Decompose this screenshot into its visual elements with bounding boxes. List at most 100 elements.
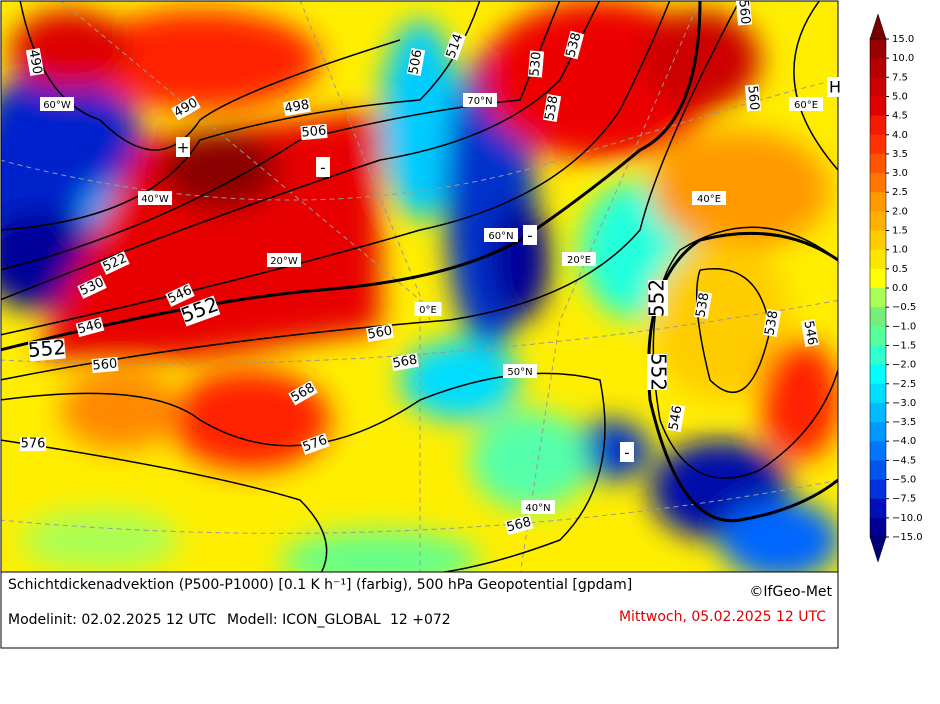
contour-label-bg bbox=[800, 318, 820, 348]
colorbar-segment bbox=[870, 364, 886, 385]
colorbar-segment bbox=[870, 288, 886, 308]
grid-label-bg bbox=[562, 252, 596, 266]
grid-label: 50°N bbox=[507, 367, 532, 378]
colorbar-label: 5.0 bbox=[892, 91, 908, 102]
contour-label: 552 bbox=[645, 279, 669, 317]
colorbar-segment bbox=[870, 422, 886, 442]
color-field bbox=[1, 1, 838, 572]
valid-time: Mittwoch, 05.02.2025 12 UTC bbox=[619, 609, 826, 625]
colorbar-label: 1.0 bbox=[892, 245, 908, 256]
advection-marker: + bbox=[177, 139, 190, 157]
grid-label: 60°W bbox=[43, 100, 71, 111]
colorbar-segment bbox=[870, 268, 886, 289]
contour-label: 546 bbox=[800, 319, 819, 346]
colorbar-label: −7.5 bbox=[892, 494, 916, 505]
colorbar-label: 1.5 bbox=[892, 226, 908, 237]
grid-label-bg bbox=[521, 500, 555, 514]
colorbar-segment bbox=[870, 249, 886, 270]
grid-label: 60°E bbox=[794, 100, 818, 111]
contour-label: 546 bbox=[666, 404, 685, 431]
grid-label-bg bbox=[414, 302, 442, 316]
contour-label-bg bbox=[542, 93, 562, 123]
grid-label: 0°E bbox=[419, 305, 437, 316]
contour-label: 552 bbox=[27, 335, 67, 362]
colorbar-label: −4.0 bbox=[892, 436, 916, 447]
copyright: ©IfGeo-Met bbox=[749, 584, 832, 600]
contour-label-bg bbox=[20, 437, 46, 451]
contour-label-bg bbox=[100, 251, 130, 275]
contour-label-bg bbox=[647, 354, 667, 390]
colorbar-label: −10.0 bbox=[892, 513, 923, 524]
colorbar-segment bbox=[870, 96, 886, 117]
colorbar-segment bbox=[870, 441, 886, 461]
contour-label: 560 bbox=[92, 356, 118, 373]
colorbar-segment bbox=[870, 345, 886, 366]
footer-box bbox=[0, 571, 839, 649]
model-init: Modelinit: 02.02.2025 12 UTC bbox=[8, 612, 216, 628]
contour-label: 538 bbox=[693, 291, 712, 318]
colorbar-label: −0.5 bbox=[892, 302, 916, 313]
grid-label-bg bbox=[484, 228, 518, 242]
colorbar-segment bbox=[870, 58, 886, 78]
grid-label-bg bbox=[692, 191, 726, 205]
contour-label-bg bbox=[527, 50, 545, 78]
colorbar-segment bbox=[870, 192, 886, 212]
contour-label-bg bbox=[735, 1, 753, 26]
colorbar-segment bbox=[870, 402, 886, 423]
colorbar-segment bbox=[870, 39, 886, 59]
colorbar-label: −4.5 bbox=[892, 455, 916, 466]
grid-label: 20°E bbox=[567, 255, 591, 266]
colorbar-segment bbox=[870, 211, 886, 232]
contour-label: 490 bbox=[25, 48, 44, 75]
contour-label-bg bbox=[762, 308, 782, 338]
colorbar-segment bbox=[870, 383, 886, 404]
contour-label: 568 bbox=[505, 515, 533, 536]
colorbar-label: −15.0 bbox=[892, 532, 923, 543]
colorbar-segment bbox=[870, 134, 886, 155]
marker-bg bbox=[523, 225, 537, 245]
contour-label-bg bbox=[365, 323, 395, 343]
contour-label-bg bbox=[406, 47, 426, 77]
colorbar-label: −1.5 bbox=[892, 340, 916, 351]
contour-label-bg bbox=[171, 95, 201, 121]
grid-label: 60°N bbox=[488, 231, 513, 242]
colorbar-label: 3.0 bbox=[892, 168, 908, 179]
colorbar-label: 0.0 bbox=[892, 283, 908, 294]
colorbar-label: 15.0 bbox=[892, 34, 914, 45]
contour-label-bg bbox=[165, 283, 195, 307]
contour-label-bg bbox=[648, 280, 668, 316]
center-bg bbox=[827, 77, 839, 97]
colorbar-label: 3.5 bbox=[892, 149, 908, 160]
contour-label-bg bbox=[443, 31, 467, 61]
grid-label: 40°W bbox=[141, 194, 169, 205]
colorbar-label: −1.0 bbox=[892, 321, 916, 332]
colorbar-label: −2.0 bbox=[892, 360, 916, 371]
contour-label-bg bbox=[390, 352, 420, 372]
contour-label-bg bbox=[25, 47, 45, 77]
colorbar-label: 7.5 bbox=[892, 72, 908, 83]
run-step: 12 +072 bbox=[390, 612, 451, 628]
colorbar-label: −3.5 bbox=[892, 417, 916, 428]
contour-label: 576 bbox=[21, 437, 46, 452]
contour-label: 560 bbox=[744, 85, 761, 111]
contour-label-bg bbox=[91, 356, 119, 374]
colorbar-segment bbox=[870, 153, 886, 174]
colorbar-label: −2.5 bbox=[892, 379, 916, 390]
colorbar-extension bbox=[869, 13, 887, 40]
contour-label-bg bbox=[282, 97, 312, 117]
colorbar-label: 2.0 bbox=[892, 206, 908, 217]
contour-label-bg bbox=[77, 275, 107, 299]
colorbar-segment bbox=[870, 517, 886, 538]
contour-label: 530 bbox=[527, 51, 544, 77]
advection-marker: - bbox=[527, 227, 532, 245]
colorbar-segment bbox=[870, 173, 886, 193]
colorbar-segment bbox=[870, 479, 886, 500]
grid-label: 70°N bbox=[467, 96, 492, 107]
contour-label: 568 bbox=[391, 352, 418, 371]
marker-bg bbox=[316, 157, 330, 177]
colorbar-segment bbox=[870, 460, 886, 481]
contour-label: 546 bbox=[76, 317, 104, 338]
contour-label: 538 bbox=[542, 94, 561, 121]
contour-label-bg bbox=[28, 338, 66, 362]
